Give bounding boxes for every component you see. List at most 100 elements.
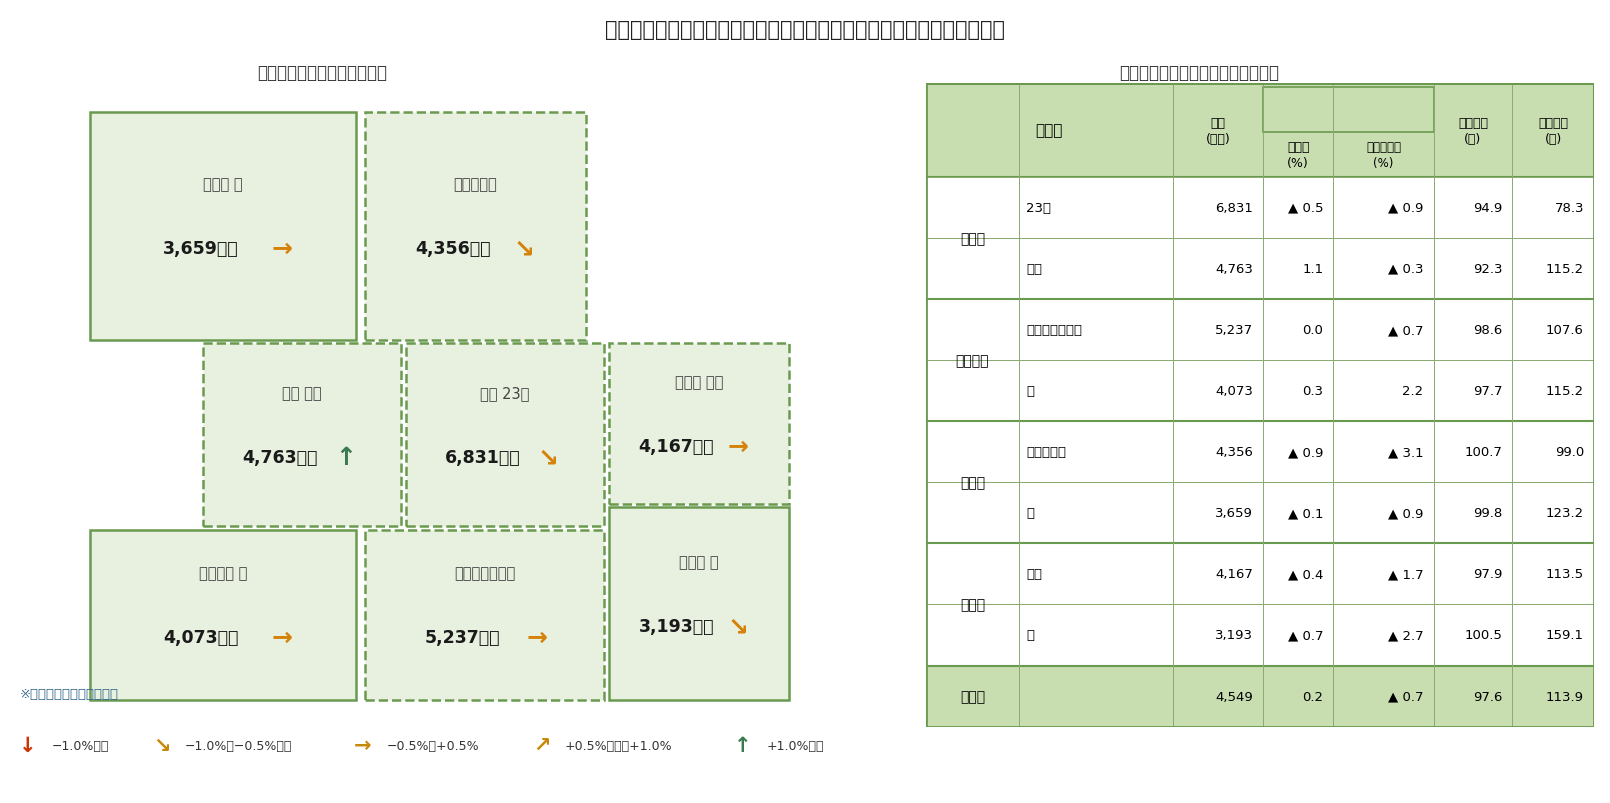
Text: 4,073: 4,073 bbox=[1216, 385, 1253, 397]
Text: 4,763: 4,763 bbox=[1216, 263, 1253, 275]
Text: 6,831万円: 6,831万円 bbox=[444, 449, 520, 467]
Text: 4,356: 4,356 bbox=[1216, 446, 1253, 459]
Text: 0.3: 0.3 bbox=[1302, 385, 1323, 397]
Text: ↘: ↘ bbox=[538, 446, 559, 470]
Text: 東京都: 東京都 bbox=[960, 231, 985, 246]
Text: 100.7: 100.7 bbox=[1465, 446, 1502, 459]
Text: 神奈川県 他: 神奈川県 他 bbox=[200, 566, 248, 581]
Text: 113.5: 113.5 bbox=[1546, 568, 1584, 581]
Bar bbox=[926, 483, 1594, 544]
Text: 西部: 西部 bbox=[1026, 568, 1042, 581]
Text: 97.6: 97.6 bbox=[1473, 690, 1502, 703]
Text: 23区: 23区 bbox=[1026, 202, 1051, 214]
Text: 115.2: 115.2 bbox=[1546, 263, 1584, 275]
Text: 113.9: 113.9 bbox=[1546, 690, 1584, 703]
Bar bbox=[365, 530, 604, 700]
Text: 埼玉県: 埼玉県 bbox=[960, 475, 985, 490]
Text: 土地面積
(㎡): 土地面積 (㎡) bbox=[1538, 116, 1568, 145]
Text: ▲ 0.5: ▲ 0.5 bbox=[1288, 202, 1323, 214]
Text: 97.9: 97.9 bbox=[1473, 568, 1502, 581]
Text: ↑: ↑ bbox=[335, 446, 356, 470]
Text: →: → bbox=[354, 736, 372, 755]
Text: 平均価格と前月からの変化率: 平均価格と前月からの変化率 bbox=[258, 64, 386, 82]
Text: 6,831: 6,831 bbox=[1216, 202, 1253, 214]
Text: 0.2: 0.2 bbox=[1302, 690, 1323, 703]
Text: ▲ 0.9: ▲ 0.9 bbox=[1288, 446, 1323, 459]
Bar bbox=[926, 666, 1594, 727]
Text: 4,073万円: 4,073万円 bbox=[163, 629, 238, 646]
Text: ▲ 0.7: ▲ 0.7 bbox=[1388, 690, 1423, 703]
Bar bbox=[926, 177, 1594, 238]
Text: 94.9: 94.9 bbox=[1473, 202, 1502, 214]
Text: 1.1: 1.1 bbox=[1302, 263, 1323, 275]
Text: 神奈川県: 神奈川県 bbox=[956, 353, 989, 368]
Text: 4,167: 4,167 bbox=[1216, 568, 1253, 581]
Text: エリア: エリア bbox=[1035, 124, 1063, 138]
Text: 他: 他 bbox=[1026, 385, 1034, 397]
Text: 3,193万円: 3,193万円 bbox=[639, 618, 713, 635]
Bar bbox=[926, 605, 1594, 666]
Text: 千葉県 西部: 千葉県 西部 bbox=[675, 375, 723, 389]
Bar bbox=[926, 84, 1594, 177]
Text: ↗: ↗ bbox=[533, 736, 551, 755]
Text: 98.6: 98.6 bbox=[1473, 324, 1502, 336]
Bar bbox=[926, 238, 1594, 300]
Text: 4,167万円: 4,167万円 bbox=[639, 438, 713, 455]
Bar bbox=[1264, 88, 1433, 132]
Text: 他: 他 bbox=[1026, 507, 1034, 520]
Text: 東京 23区: 東京 23区 bbox=[480, 386, 530, 401]
Text: 前月比
(%): 前月比 (%) bbox=[1286, 141, 1309, 169]
Text: ↑: ↑ bbox=[734, 736, 752, 755]
Text: ↘: ↘ bbox=[153, 736, 171, 755]
Text: ▲ 1.7: ▲ 1.7 bbox=[1388, 568, 1423, 581]
Text: さいたま市: さいたま市 bbox=[1026, 446, 1066, 459]
Text: 107.6: 107.6 bbox=[1546, 324, 1584, 336]
Text: 4,549: 4,549 bbox=[1216, 690, 1253, 703]
Text: ▲ 0.9: ▲ 0.9 bbox=[1388, 507, 1423, 520]
Text: →: → bbox=[270, 237, 291, 261]
Text: 千葉県 他: 千葉県 他 bbox=[679, 555, 718, 569]
Text: 横浜市・川崎市: 横浜市・川崎市 bbox=[1026, 324, 1082, 336]
Text: 千葉県: 千葉県 bbox=[960, 597, 985, 612]
Text: +1.0%以上: +1.0%以上 bbox=[766, 739, 824, 752]
Bar bbox=[365, 112, 586, 340]
Text: 価格・建物面積・土地面積の平均値: 価格・建物面積・土地面積の平均値 bbox=[1119, 64, 1280, 82]
Text: 100.5: 100.5 bbox=[1465, 629, 1502, 642]
Text: 5,237: 5,237 bbox=[1216, 324, 1253, 336]
Text: 横浜市・川崎市: 横浜市・川崎市 bbox=[454, 566, 515, 581]
Text: ※矢印は前月からの変化率: ※矢印は前月からの変化率 bbox=[19, 687, 118, 700]
Bar bbox=[203, 344, 401, 527]
Text: 4,763万円: 4,763万円 bbox=[242, 449, 317, 467]
Bar bbox=[90, 112, 356, 340]
Text: 115.2: 115.2 bbox=[1546, 385, 1584, 397]
Text: 5,237万円: 5,237万円 bbox=[425, 629, 499, 646]
Text: ▲ 0.1: ▲ 0.1 bbox=[1288, 507, 1323, 520]
Text: →: → bbox=[270, 626, 291, 650]
Text: ↓: ↓ bbox=[19, 736, 37, 755]
Text: 埼玉県 他: 埼玉県 他 bbox=[203, 177, 243, 192]
Text: 123.2: 123.2 bbox=[1546, 507, 1584, 520]
Text: 3,193: 3,193 bbox=[1216, 629, 1253, 642]
Text: −0.5%〜+0.5%: −0.5%〜+0.5% bbox=[386, 739, 480, 752]
Text: 4,356万円: 4,356万円 bbox=[415, 240, 491, 258]
Text: ▲ 0.7: ▲ 0.7 bbox=[1388, 324, 1423, 336]
Text: 前年同月比
(%): 前年同月比 (%) bbox=[1365, 141, 1401, 169]
Text: 78.3: 78.3 bbox=[1554, 202, 1584, 214]
Text: +0.5%以上〜+1.0%: +0.5%以上〜+1.0% bbox=[565, 739, 673, 752]
Text: ▲ 0.3: ▲ 0.3 bbox=[1388, 263, 1423, 275]
Text: 99.8: 99.8 bbox=[1473, 507, 1502, 520]
Text: 東京 都下: 東京 都下 bbox=[282, 386, 322, 401]
Text: →: → bbox=[526, 626, 547, 650]
Bar bbox=[926, 300, 1594, 361]
Text: −1.0%〜−0.5%以下: −1.0%〜−0.5%以下 bbox=[185, 739, 293, 752]
Bar bbox=[926, 361, 1594, 422]
Text: 建物面積
(㎡): 建物面積 (㎡) bbox=[1459, 116, 1488, 145]
Text: ↘: ↘ bbox=[728, 614, 749, 638]
Text: 92.3: 92.3 bbox=[1473, 263, 1502, 275]
Text: ▲ 0.4: ▲ 0.4 bbox=[1288, 568, 1323, 581]
Text: 他: 他 bbox=[1026, 629, 1034, 642]
Text: ▲ 0.7: ▲ 0.7 bbox=[1288, 629, 1323, 642]
Text: さいたま市: さいたま市 bbox=[454, 177, 497, 192]
Text: ↘: ↘ bbox=[514, 237, 535, 261]
Text: →: → bbox=[728, 434, 749, 459]
